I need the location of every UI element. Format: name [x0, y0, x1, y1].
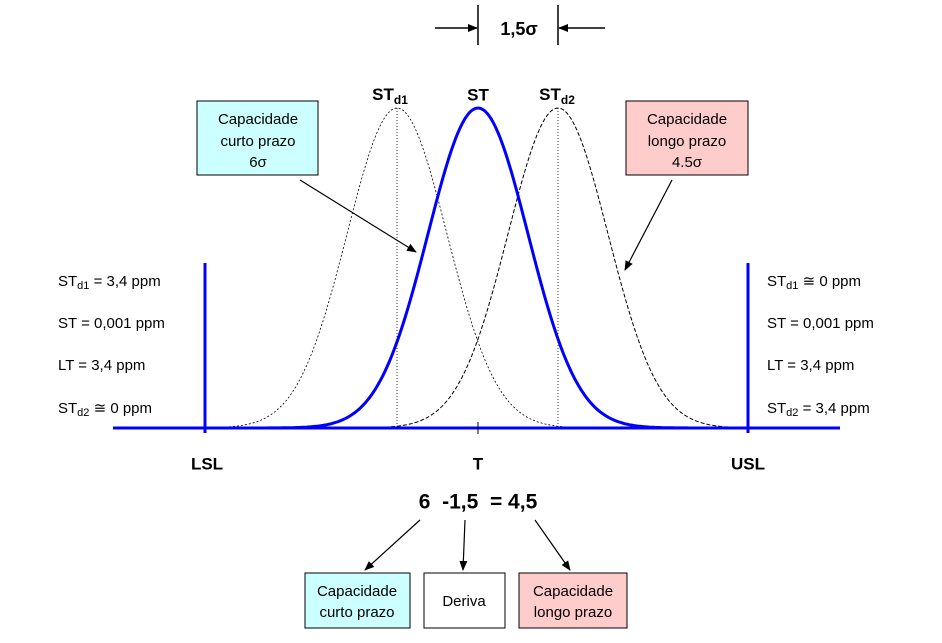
curve-label: STd1 — [372, 85, 408, 107]
box-text: Capacidade — [533, 583, 613, 600]
label-base: ST — [539, 85, 561, 104]
box-text: Capacidade — [218, 111, 298, 128]
label-sub: d2 — [561, 93, 575, 107]
note-rest: = 3,4 ppm — [798, 400, 869, 417]
pointer-arrow — [459, 519, 468, 571]
note-rest: = 3,4 ppm — [89, 273, 160, 290]
short-term-box — [304, 572, 411, 629]
box-text: longo prazo — [534, 604, 612, 621]
box-text: 6σ — [249, 154, 267, 171]
pointer-arrow — [534, 519, 571, 571]
box-text: 4.5σ — [672, 154, 703, 171]
curve-label: STd2 — [539, 85, 575, 107]
note-sub: d1 — [786, 280, 798, 292]
note-base: ST — [767, 273, 786, 290]
box-text: curto prazo — [220, 133, 295, 150]
box-text: curto prazo — [319, 604, 394, 621]
note: STd1 ≅ 0 ppm — [767, 273, 861, 292]
pointer-arrow — [299, 179, 417, 253]
note-base: ST = 0,001 ppm — [767, 315, 874, 332]
note-sub: d1 — [77, 280, 89, 292]
pointer-arrow — [624, 179, 673, 271]
box-text: Deriva — [442, 593, 486, 610]
note-base: ST — [58, 400, 77, 417]
note: ST = 0,001 ppm — [58, 315, 165, 332]
note-rest: ≅ 0 ppm — [89, 400, 152, 417]
label-sub: d1 — [394, 93, 408, 107]
note: LT = 3,4 ppm — [58, 357, 145, 374]
note: STd2 ≅ 0 ppm — [58, 400, 152, 419]
note-base: LT = 3,4 ppm — [58, 357, 145, 374]
box-text: Capacidade — [647, 111, 727, 128]
note-base: ST — [58, 273, 77, 290]
note: LT = 3,4 ppm — [767, 357, 854, 374]
short-term-box — [196, 100, 319, 176]
note-base: ST — [767, 400, 786, 417]
drift-box — [423, 572, 506, 629]
note: STd2 = 3,4 ppm — [767, 400, 870, 419]
pointer-arrow — [364, 519, 421, 571]
note-base: LT = 3,4 ppm — [767, 357, 854, 374]
box-text: longo prazo — [648, 133, 726, 150]
note-base: ST = 0,001 ppm — [58, 315, 165, 332]
axis-label: USL — [731, 454, 765, 473]
note-sub: d2 — [786, 407, 798, 419]
note: STd1 = 3,4 ppm — [58, 273, 161, 292]
long-term-box — [518, 572, 628, 629]
equation: 6 -1,5 = 4,5 — [419, 491, 538, 514]
shift-label: 1,5σ — [500, 19, 537, 39]
note-rest: ≅ 0 ppm — [798, 273, 861, 290]
note: ST = 0,001 ppm — [767, 315, 874, 332]
long-term-box — [625, 100, 749, 176]
axis-label: LSL — [191, 454, 223, 473]
box-text: Capacidade — [317, 583, 397, 600]
label-base: ST — [372, 85, 394, 104]
curve-label: ST — [467, 85, 489, 104]
axis-label: T — [473, 454, 484, 473]
note-sub: d2 — [77, 407, 89, 419]
